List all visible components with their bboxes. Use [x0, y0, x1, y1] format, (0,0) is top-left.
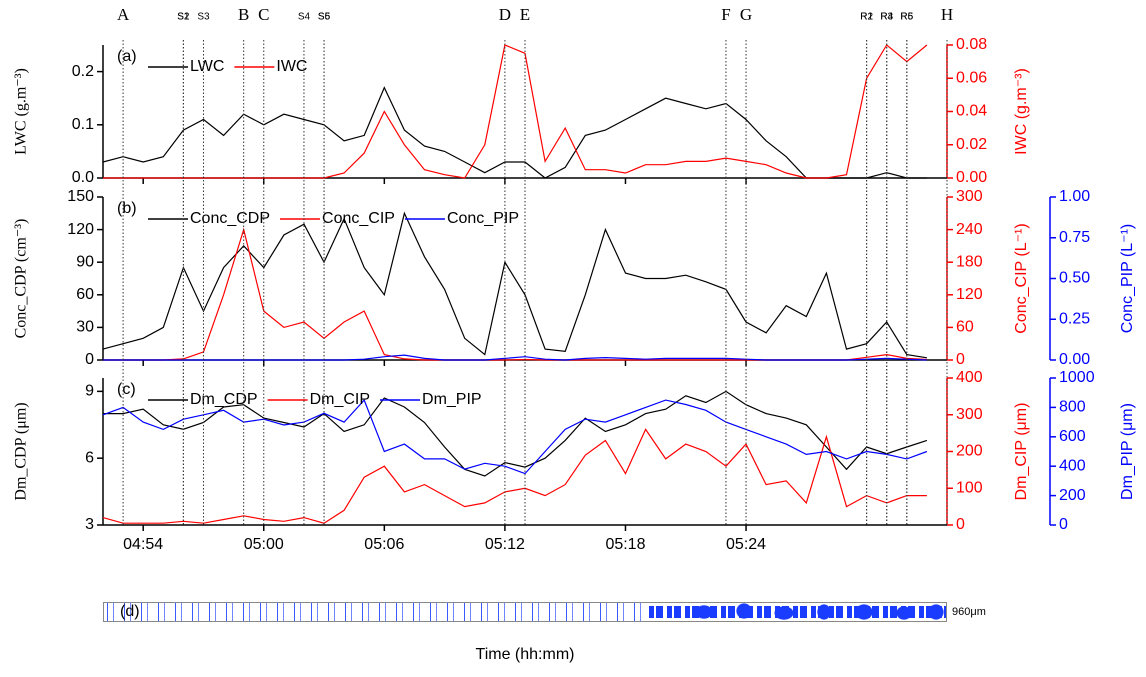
y3-tick-label: 0.00 — [1059, 351, 1090, 368]
event-label: A — [117, 5, 130, 24]
y3-tick-label: 0.50 — [1059, 270, 1090, 287]
legend-label: Conc_PIP — [447, 210, 519, 227]
event-label: C — [258, 5, 269, 24]
y-tick-label: 3 — [85, 516, 94, 533]
series-line — [103, 45, 927, 178]
legend-label: Dm_CDP — [190, 391, 258, 408]
y-tick-label: 0.2 — [72, 63, 94, 80]
event-label: R4 — [880, 12, 893, 23]
y-axis-title: Dm_CDP (μm) — [13, 402, 30, 500]
x-tick-label: 05:00 — [244, 536, 284, 553]
y-axis-title: Conc_CDP (cm⁻³) — [13, 219, 30, 339]
x-tick-label: 05:24 — [726, 536, 766, 553]
x-axis-title: Time (hh:mm) — [476, 646, 575, 663]
y2-tick-label: 240 — [956, 221, 983, 238]
series-line — [103, 230, 927, 360]
y-tick-label: 9 — [85, 383, 94, 400]
y2-tick-label: 300 — [956, 188, 983, 205]
y-tick-label: 30 — [76, 319, 94, 336]
y2-axis-title: Dm_CIP (μm) — [1013, 403, 1030, 501]
y3-tick-label: 200 — [1059, 487, 1086, 504]
y3-tick-label: 0.75 — [1059, 229, 1090, 246]
x-tick-label: 05:06 — [364, 536, 404, 553]
y2-tick-label: 0.00 — [956, 169, 987, 186]
y3-tick-label: 400 — [1059, 457, 1086, 474]
y2-tick-label: 0.04 — [956, 103, 987, 120]
y3-tick-label: 0 — [1059, 516, 1068, 533]
y2-tick-label: 0 — [956, 351, 965, 368]
event-label: R6 — [900, 12, 913, 23]
x-tick-label: 05:18 — [605, 536, 645, 553]
legend-label: Dm_PIP — [422, 391, 482, 408]
y-tick-label: 6 — [85, 449, 94, 466]
y2-tick-label: 120 — [956, 286, 983, 303]
figure: (d) 960μm Time (hh:mm) 0.0 0.1 0.2 LWC (g.m… — [0, 0, 1146, 677]
event-label: F — [721, 5, 730, 24]
series-line — [103, 88, 927, 178]
legend-label: Conc_CIP — [322, 210, 395, 227]
event-label: G — [740, 5, 752, 24]
chart: (d) 960μm Time (hh:mm) 0.0 0.1 0.2 LWC (g.m… — [0, 0, 1146, 677]
y2-tick-label: 180 — [956, 253, 983, 270]
legend-label: LWC — [190, 58, 224, 75]
y2-tick-label: 200 — [956, 443, 983, 460]
y2-tick-label: 300 — [956, 406, 983, 423]
panel-label: (c) — [117, 381, 136, 398]
y-tick-label: 0.1 — [72, 116, 94, 133]
legend-label: Conc_CDP — [190, 210, 270, 227]
y-tick-label: 90 — [76, 253, 94, 270]
y2-tick-label: 60 — [956, 319, 974, 336]
series-line — [103, 429, 927, 523]
panel-label: (b) — [117, 200, 137, 217]
legend-label: IWC — [276, 58, 307, 75]
y3-axis-title: Dm_PIP (μm) — [1119, 403, 1136, 500]
event-label: E — [520, 5, 530, 24]
scale-label: 960μm — [952, 606, 986, 618]
legend-label: Dm_CIP — [310, 391, 370, 408]
y-tick-label: 0 — [85, 351, 94, 368]
panel-label: (a) — [117, 48, 137, 65]
y2-tick-label: 400 — [956, 369, 983, 386]
y3-tick-label: 800 — [1059, 399, 1086, 416]
y3-tick-label: 1000 — [1059, 369, 1095, 386]
x-tick-label: 05:12 — [485, 536, 525, 553]
event-label: S3 — [197, 12, 210, 23]
y3-tick-label: 1.00 — [1059, 188, 1090, 205]
y-tick-label: 0.0 — [72, 169, 94, 186]
y2-tick-label: 100 — [956, 479, 983, 496]
y3-tick-label: 0.25 — [1059, 310, 1090, 327]
y2-tick-label: 0.08 — [956, 36, 987, 53]
series-line — [103, 400, 927, 474]
y3-axis-title: Conc_PIP (L⁻¹) — [1119, 224, 1136, 334]
y2-tick-label: 0.06 — [956, 69, 987, 86]
y2-tick-label: 0.02 — [956, 136, 987, 153]
y-axis-title: LWC (g.m⁻³) — [13, 68, 30, 155]
y-tick-label: 120 — [67, 221, 94, 238]
y2-tick-label: 0 — [956, 516, 965, 533]
y-tick-label: 150 — [67, 188, 94, 205]
event-label: B — [238, 5, 249, 24]
event-label: H — [941, 5, 953, 24]
y3-tick-label: 600 — [1059, 428, 1086, 445]
x-tick-label: 04:54 — [123, 536, 163, 553]
y2-axis-title: IWC (g.m⁻³) — [1013, 68, 1030, 155]
event-label: S2 — [177, 12, 190, 23]
y-tick-label: 60 — [76, 286, 94, 303]
event-label: S4 — [298, 12, 311, 23]
event-label: R2 — [860, 12, 873, 23]
event-label: S6 — [318, 12, 331, 23]
panel-label: (d) — [120, 603, 140, 620]
y2-axis-title: Conc_CIP (L⁻¹) — [1013, 223, 1030, 333]
event-label: D — [499, 5, 511, 24]
